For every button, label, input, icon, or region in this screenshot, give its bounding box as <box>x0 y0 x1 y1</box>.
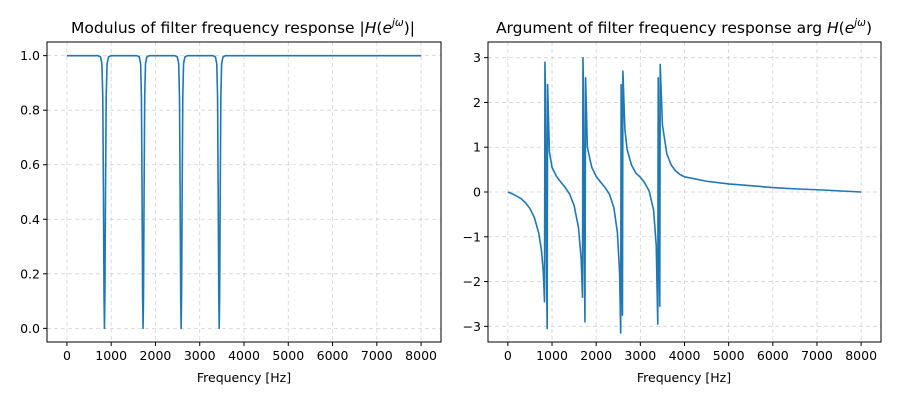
argument-plot-xtick-label: 2000 <box>580 348 612 363</box>
argument-plot-xtick-label: 1000 <box>536 348 568 363</box>
modulus-plot-xtick-label: 8000 <box>405 348 437 363</box>
modulus-plot-ytick-label: 1.0 <box>20 48 40 63</box>
argument-plot-xtick-label: 6000 <box>757 348 789 363</box>
argument-plot-xtick-label: 0 <box>504 348 512 363</box>
modulus-plot-gridlines <box>47 42 441 342</box>
argument-plot-xtick-label: 8000 <box>845 348 877 363</box>
argument-plot-ytick-label: 2 <box>473 95 481 110</box>
modulus-plot-series-line <box>66 54 422 330</box>
argument-plot-xtick-label: 5000 <box>713 348 745 363</box>
modulus-plot-xtick-label: 0 <box>63 348 71 363</box>
modulus-plot-ytick-label: 0.0 <box>20 321 40 336</box>
argument-plot-xtick-label: 3000 <box>624 348 656 363</box>
argument-plot: Argument of filter frequency response ar… <box>463 17 882 385</box>
argument-plot-ytick-label: 3 <box>473 50 481 65</box>
argument-plot-ticks: 0 1000 2000 3000 4000 5000 6000 7000 8000 −3 −2 −1 0… <box>463 50 878 363</box>
argument-plot-ytick-label: −3 <box>463 319 481 334</box>
modulus-plot-xtick-label: 6000 <box>317 348 349 363</box>
modulus-plot-xtick-label: 2000 <box>140 348 172 363</box>
argument-plot-ytick-label: −2 <box>463 274 481 289</box>
modulus-plot: Modulus of filter frequency response |H(… <box>20 17 442 385</box>
modulus-plot-xtick-label: 1000 <box>95 348 127 363</box>
modulus-plot-series-layer <box>66 54 422 330</box>
modulus-plot-xtick-label: 4000 <box>228 348 260 363</box>
argument-plot-series-layer <box>507 56 862 334</box>
argument-plot-title: Argument of filter frequency response ar… <box>496 17 872 37</box>
modulus-plot-xtick-label: 3000 <box>184 348 216 363</box>
modulus-plot-ytick-label: 0.8 <box>20 103 40 118</box>
modulus-plot-xtick-label: 5000 <box>272 348 304 363</box>
argument-plot-ytick-label: 0 <box>473 185 481 200</box>
argument-plot-ytick-label: −1 <box>463 229 481 244</box>
argument-plot-series-line <box>507 56 862 334</box>
modulus-plot-xtick-label: 7000 <box>361 348 393 363</box>
modulus-plot-xlabel: Frequency [Hz] <box>197 370 291 385</box>
modulus-plot-title: Modulus of filter frequency response |H(… <box>71 17 415 37</box>
argument-plot-ytick-label: 1 <box>473 140 481 155</box>
modulus-plot-ytick-label: 0.2 <box>20 266 40 281</box>
argument-plot-gridlines <box>488 42 881 342</box>
argument-plot-xtick-label: 7000 <box>801 348 833 363</box>
modulus-plot-ticks: 0 1000 2000 3000 4000 5000 6000 7000 8000 0.0 0.2 0… <box>20 48 437 363</box>
modulus-plot-ytick-label: 0.4 <box>20 212 40 227</box>
argument-plot-xtick-label: 4000 <box>669 348 701 363</box>
modulus-plot-ytick-label: 0.6 <box>20 157 40 172</box>
argument-plot-xlabel: Frequency [Hz] <box>637 370 731 385</box>
